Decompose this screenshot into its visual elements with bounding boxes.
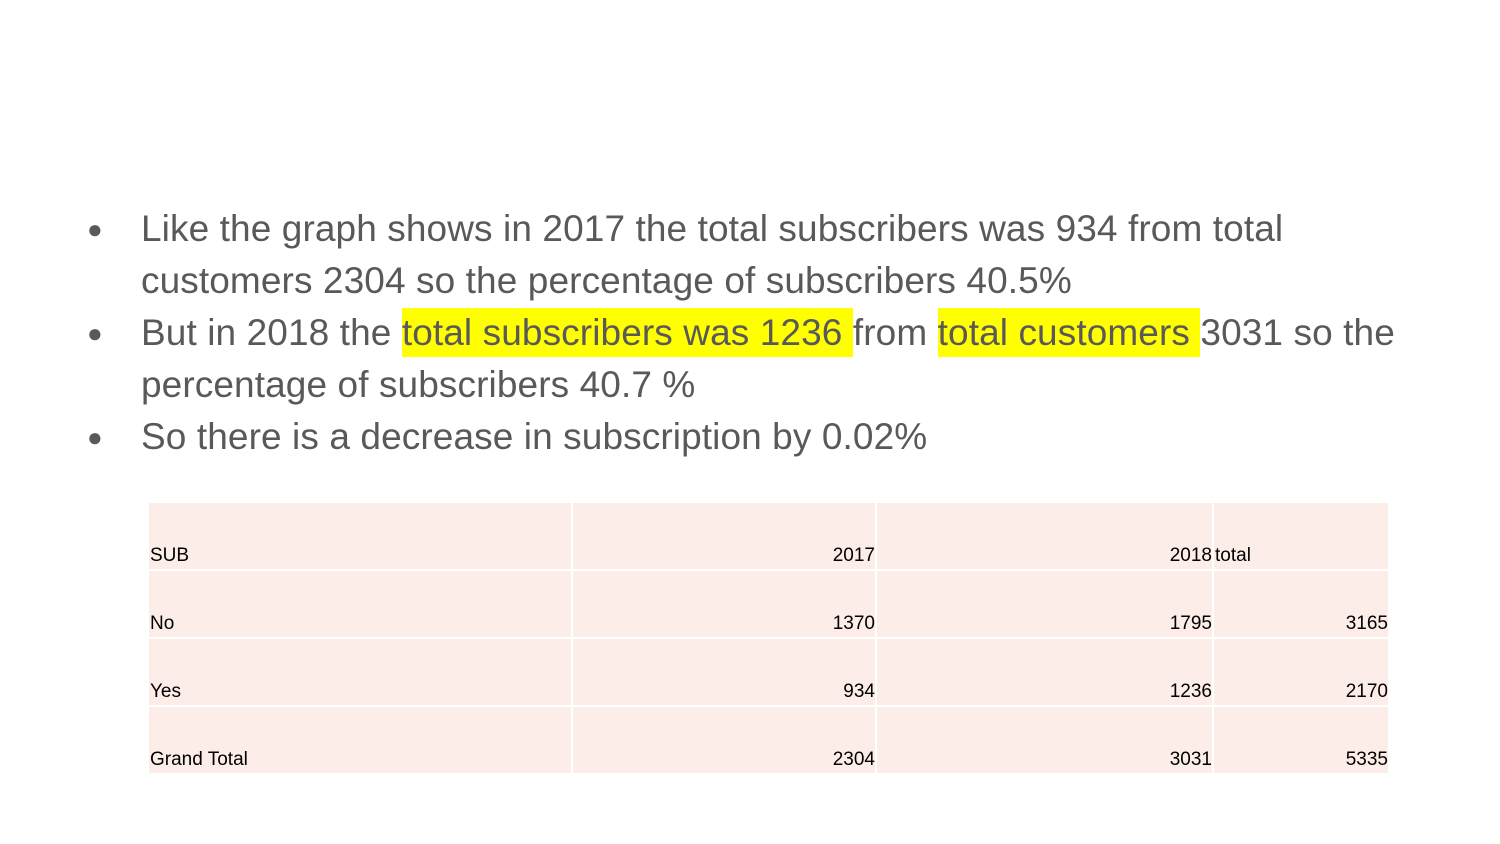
table-cell: 5335: [1212, 705, 1390, 775]
table-cell: 934: [571, 637, 877, 707]
bullet-text-part: 3031 so the percentage of subscribers 40…: [141, 312, 1395, 405]
bullet-dot: ●: [87, 214, 103, 244]
table-cell: 3165: [1212, 569, 1390, 639]
bullet-text-part: But in 2018 the: [141, 312, 402, 353]
highlighted-text: total subscribers was 1236: [401, 308, 853, 357]
table-row: Grand Total 2304 3031 5335: [147, 705, 1390, 775]
table-cell: 3031: [875, 705, 1214, 775]
table-cell: 2304: [571, 705, 877, 775]
header-cell: 2018: [875, 501, 1214, 571]
table-cell: 2170: [1212, 637, 1390, 707]
header-cell: total: [1212, 501, 1390, 571]
bullet-text: Like the graph shows in 2017 the total s…: [141, 208, 1284, 301]
bullet-dot: ●: [87, 318, 103, 348]
header-cell: SUB: [147, 501, 573, 571]
header-cell: 2017: [571, 501, 877, 571]
highlighted-text: total customers: [937, 308, 1201, 357]
bullet-item-2017: ● Like the graph shows in 2017 the total…: [84, 203, 1424, 307]
subscription-table: SUB 2017 2018 total No 1370 1795 3165 Ye…: [147, 501, 1390, 775]
bullet-list: ● Like the graph shows in 2017 the total…: [84, 203, 1424, 463]
bullet-text-part: from: [852, 312, 938, 353]
table-cell: 1236: [875, 637, 1214, 707]
bullet-item-conclusion: ● So there is a decrease in subscription…: [84, 411, 1424, 463]
table-cell: 1370: [571, 569, 877, 639]
table-cell: No: [147, 569, 573, 639]
table-row: No 1370 1795 3165: [147, 569, 1390, 639]
table-row: Yes 934 1236 2170: [147, 637, 1390, 707]
table-cell: 1795: [875, 569, 1214, 639]
table-header-row: SUB 2017 2018 total: [147, 501, 1390, 571]
bullet-dot: ●: [87, 422, 103, 452]
table-cell: Yes: [147, 637, 573, 707]
table-cell: Grand Total: [147, 705, 573, 775]
bullet-item-2018: ● But in 2018 the total subscribers was …: [84, 307, 1424, 411]
bullet-text: So there is a decrease in subscription b…: [141, 416, 928, 457]
